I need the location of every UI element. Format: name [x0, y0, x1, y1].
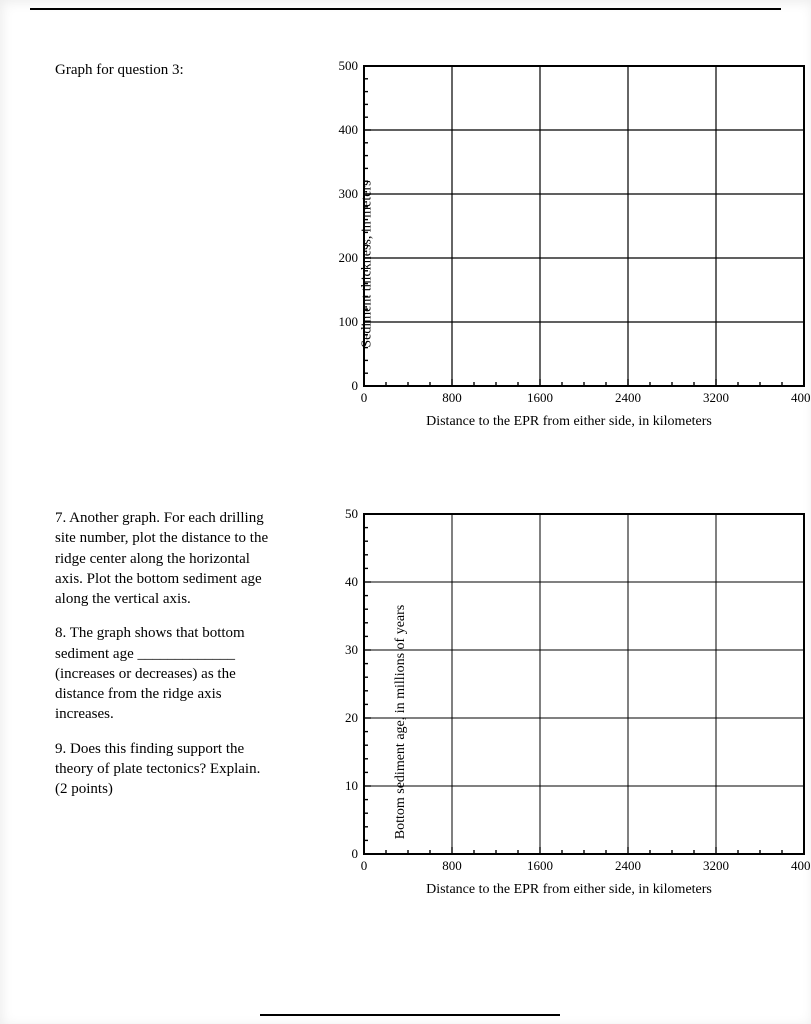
svg-text:2400: 2400 [615, 858, 641, 873]
svg-text:3200: 3200 [703, 858, 729, 873]
svg-text:1600: 1600 [527, 858, 553, 873]
svg-text:800: 800 [442, 390, 462, 405]
row-graph-7: 7. Another graph. For each drilling site… [55, 508, 771, 936]
chart1-ylabel: Sediment thickness, in meters [360, 180, 376, 347]
svg-text:300: 300 [339, 186, 359, 201]
svg-text:4000: 4000 [791, 390, 810, 405]
chart1-col: Sediment thickness, in meters 0 800 1600 24… [290, 60, 810, 468]
question-8: 8. The graph shows that bottom sediment … [55, 623, 270, 724]
svg-text:20: 20 [345, 710, 358, 725]
questions-col: 7. Another graph. For each drilling site… [55, 508, 270, 813]
svg-text:30: 30 [345, 642, 358, 657]
svg-text:0: 0 [352, 846, 359, 861]
question-9: 9. Does this finding support the theory … [55, 739, 270, 800]
graph3-caption: Graph for question 3: [55, 60, 270, 80]
page-bottom-rule [260, 1014, 560, 1016]
chart2-xlabel: Distance to the EPR from either side, in… [328, 882, 810, 898]
svg-text:4000: 4000 [791, 858, 810, 873]
chart2-col: Bottom sediment age, in millions of year… [290, 508, 810, 936]
chart1-svg: 0 800 1600 2400 3200 4000 0 100 200 300 400 500 [328, 60, 810, 412]
chart2-wrap: Bottom sediment age, in millions of year… [290, 508, 810, 936]
chart1-xlabel: Distance to the EPR from either side, in… [328, 414, 810, 430]
svg-text:800: 800 [442, 858, 462, 873]
caption-col-1: Graph for question 3: [55, 60, 270, 94]
svg-text:500: 500 [339, 60, 359, 73]
svg-text:40: 40 [345, 574, 358, 589]
svg-text:200: 200 [339, 250, 359, 265]
svg-text:2400: 2400 [615, 390, 641, 405]
svg-text:0: 0 [361, 858, 368, 873]
chart2-ylabel: Bottom sediment age, in millions of year… [393, 605, 409, 839]
question-7: 7. Another graph. For each drilling site… [55, 508, 270, 609]
svg-text:1600: 1600 [527, 390, 553, 405]
svg-text:10: 10 [345, 778, 358, 793]
svg-text:100: 100 [339, 314, 359, 329]
worksheet-page: Graph for question 3: Sediment thickness… [0, 0, 811, 1024]
svg-text:0: 0 [352, 378, 359, 393]
row-graph-3: Graph for question 3: Sediment thickness… [55, 60, 771, 468]
svg-text:400: 400 [339, 122, 359, 137]
svg-text:0: 0 [361, 390, 368, 405]
svg-text:3200: 3200 [703, 390, 729, 405]
svg-text:50: 50 [345, 508, 358, 521]
chart1-wrap: Sediment thickness, in meters 0 800 1600 24… [290, 60, 810, 468]
